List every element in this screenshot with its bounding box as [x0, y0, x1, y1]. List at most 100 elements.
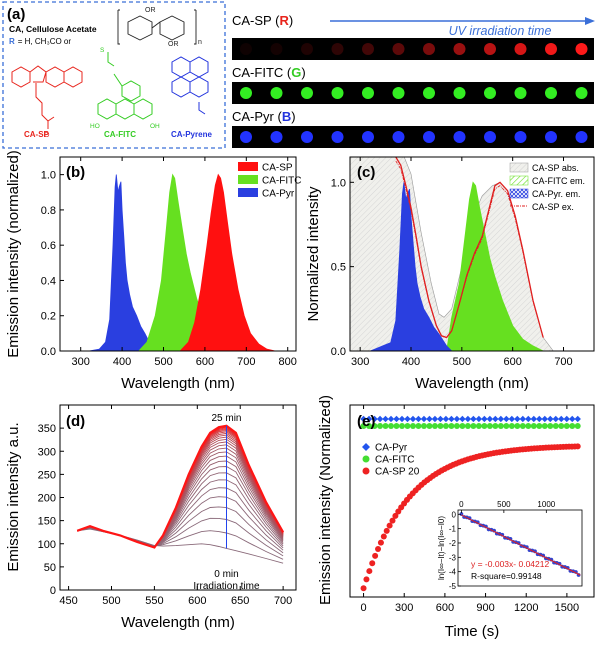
fitc-emission-area — [446, 181, 544, 351]
point-ca-fitc — [398, 422, 405, 429]
point-ca-sp-20 — [363, 576, 370, 583]
panel-b-plot — [88, 173, 276, 352]
panel-d-plot — [76, 424, 285, 564]
inset-y-tick-label: 0 — [452, 510, 457, 519]
point-ca-fitc — [486, 422, 493, 429]
point-ca-pyr — [514, 415, 521, 423]
fluorescence-dot — [331, 131, 344, 143]
point-ca-fitc — [464, 422, 471, 429]
fluorescence-dot — [240, 87, 252, 99]
point-ca-pyr — [547, 415, 554, 423]
uv-label: UV irradiation time — [449, 24, 552, 38]
strip-fitc — [232, 82, 594, 104]
mol-sp-label: CA-SP — [24, 130, 50, 139]
panel-e-legend: CA-Pyr CA-FITC CA-SP 20 — [362, 443, 420, 478]
y-tick-label: 0.4 — [41, 275, 56, 287]
fluorescence-dot — [545, 87, 557, 99]
annotation-0min: 0 min — [214, 569, 238, 580]
fluorescence-dot — [392, 87, 405, 99]
inset-y-tick-label: -1 — [449, 525, 457, 534]
panel-c-plot — [350, 157, 554, 351]
point-ca-pyr — [371, 415, 378, 423]
dots-fitc — [240, 87, 588, 99]
x-tick-label: 600 — [503, 356, 521, 368]
point-ca-pyr — [398, 415, 406, 423]
point-ca-pyr — [519, 415, 527, 423]
legend-e-sp: CA-SP 20 — [375, 467, 420, 478]
x-tick-label: 600 — [436, 602, 454, 614]
inset-y-tick-label: -5 — [449, 582, 457, 591]
fluorescence-dot — [240, 131, 252, 143]
point-ca-pyr — [574, 415, 581, 423]
point-ca-fitc — [404, 422, 411, 429]
point-ca-pyr — [470, 415, 477, 423]
point-ca-pyr — [459, 415, 466, 423]
legend-e-fitc-marker — [362, 455, 370, 463]
point-ca-fitc — [470, 422, 477, 429]
point-ca-pyr — [558, 415, 565, 423]
fluorescence-dot — [270, 43, 283, 55]
r-definition: R = H, CH₃CO or — [9, 37, 71, 46]
panel-c-label: (c) — [357, 164, 375, 181]
panel-c: (c) 300 400 500 600 700 0.0 0.5 1.0 Wavelength … — [305, 156, 595, 392]
x-tick-label: 550 — [145, 595, 163, 607]
panel-e-ylabel: Emission intensity (Normalized) — [317, 395, 334, 605]
inset-y-tick-label: -4 — [449, 568, 457, 577]
point-ca-fitc — [388, 422, 395, 429]
panel-a-strips: CA-SP (R) UV irradiation time CA-FITC (G… — [232, 13, 595, 148]
panel-b-axes: 300 400 500 600 700 800 0.0 0.2 0.4 0.6 0.8 1.0 — [41, 157, 297, 368]
point-ca-pyr — [382, 415, 389, 423]
fluorescence-dot — [301, 43, 313, 55]
fluorescence-dot — [484, 131, 496, 143]
fluorescence-dot — [545, 43, 557, 55]
panel-e-frame — [349, 404, 595, 598]
point-ca-fitc — [492, 422, 499, 429]
panel-e-xlabel: Time (s) — [445, 623, 499, 640]
strip-label-pyr: CA-Pyr (B) — [232, 109, 296, 124]
point-ca-fitc — [519, 422, 526, 429]
svg-text:S: S — [100, 47, 105, 54]
y-tick-label: 0 — [50, 585, 56, 597]
legend-e-fitc: CA-FITC — [375, 455, 414, 466]
y-tick-label: 200 — [38, 493, 56, 505]
point-ca-fitc — [360, 422, 367, 429]
point-ca-fitc — [448, 422, 455, 429]
panel-e-axes: 0 300 600 900 1200 1500 — [360, 405, 579, 614]
x-tick-label: 800 — [279, 356, 297, 368]
fitc-structure: S HO OH — [90, 47, 160, 130]
emission-band-ca-sp — [179, 173, 276, 352]
r-prefix: R — [9, 37, 15, 46]
point-ca-pyr — [437, 415, 444, 423]
cellulose-structure: OR OR n — [117, 7, 202, 48]
fluorescence-dot — [423, 87, 435, 99]
y-tick-label: 0.2 — [41, 311, 56, 323]
point-ca-fitc — [382, 422, 389, 429]
x-tick-label: 400 — [402, 356, 420, 368]
point-ca-pyr — [365, 415, 373, 423]
inset-r2-text: R-square=0.99148 — [471, 571, 542, 581]
legend-b-fitc: CA-FITC — [262, 176, 301, 187]
annotation-25min: 25 min — [211, 413, 241, 424]
y-tick-label: 1.0 — [41, 170, 56, 182]
fluorescence-dot — [514, 43, 527, 55]
spectrum-curve — [77, 430, 284, 548]
panel-c-ylabel: Normalized intensity — [305, 186, 322, 322]
y-tick-label: 0.6 — [41, 240, 56, 252]
point-ca-fitc — [508, 422, 515, 429]
legend-c-pyr: CA-Pyr. em. — [532, 189, 581, 199]
panel-b-frame — [59, 156, 297, 352]
point-ca-pyr — [481, 415, 488, 423]
point-ca-pyr — [404, 415, 411, 423]
spectrum-curve — [77, 517, 284, 557]
inset-fit-line — [461, 514, 581, 576]
fluorescence-dot — [301, 131, 313, 143]
panel-c-axes: 300 400 500 600 700 0.0 0.5 1.0 — [331, 157, 573, 368]
point-ca-sp-20 — [366, 568, 373, 575]
panel-d: (d) 450 500 550 600 650 700 0 50 100 150 200 250 300… — [5, 404, 297, 631]
x-tick-label: 300 — [395, 602, 413, 614]
fluorescence-dot — [362, 43, 374, 55]
strip-pyr — [232, 126, 594, 148]
point-ca-sp-20 — [369, 560, 376, 567]
strip-sp — [232, 38, 594, 60]
